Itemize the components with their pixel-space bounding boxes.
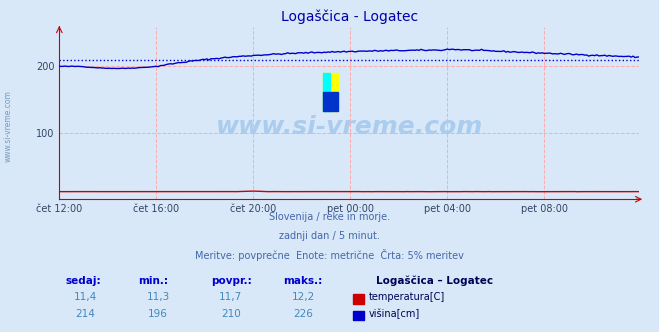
Bar — [323, 73, 330, 111]
Text: Slovenija / reke in morje.: Slovenija / reke in morje. — [269, 212, 390, 222]
Text: 11,7: 11,7 — [219, 292, 243, 302]
Bar — [323, 73, 337, 111]
Text: 11,3: 11,3 — [146, 292, 170, 302]
Text: višina[cm]: višina[cm] — [369, 308, 420, 319]
Text: 11,4: 11,4 — [74, 292, 98, 302]
Text: 210: 210 — [221, 309, 241, 319]
Text: www.si-vreme.com: www.si-vreme.com — [3, 90, 13, 162]
Text: 214: 214 — [76, 309, 96, 319]
Bar — [323, 92, 337, 111]
Text: Logaščica – Logatec: Logaščica – Logatec — [376, 275, 493, 286]
Text: min.:: min.: — [138, 276, 169, 286]
Text: 226: 226 — [293, 309, 313, 319]
Text: sedaj:: sedaj: — [66, 276, 101, 286]
Text: povpr.:: povpr.: — [211, 276, 252, 286]
Text: 196: 196 — [148, 309, 168, 319]
Text: Meritve: povprečne  Enote: metrične  Črta: 5% meritev: Meritve: povprečne Enote: metrične Črta:… — [195, 249, 464, 261]
Text: temperatura[C]: temperatura[C] — [369, 292, 445, 302]
Text: www.si-vreme.com: www.si-vreme.com — [215, 115, 483, 139]
Text: maks.:: maks.: — [283, 276, 323, 286]
Text: zadnji dan / 5 minut.: zadnji dan / 5 minut. — [279, 231, 380, 241]
Text: 12,2: 12,2 — [291, 292, 315, 302]
Title: Logaščica - Logatec: Logaščica - Logatec — [281, 10, 418, 24]
